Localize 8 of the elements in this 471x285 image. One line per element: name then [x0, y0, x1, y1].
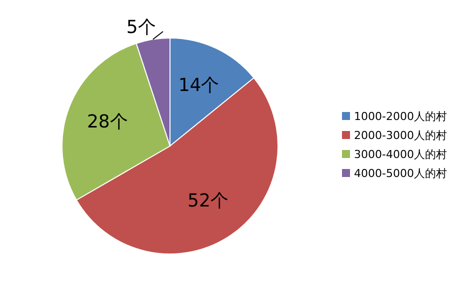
- legend-label: 4000-5000人的村: [354, 167, 447, 180]
- legend-label: 1000-2000人的村: [354, 110, 447, 123]
- legend-label: 2000-3000人的村: [354, 129, 447, 142]
- data-label: 5个: [126, 17, 156, 38]
- legend-label: 3000-4000人的村: [354, 148, 447, 161]
- data-label: 52个: [188, 190, 228, 212]
- data-label: 28个: [86, 112, 128, 133]
- data-label: 14个: [178, 75, 220, 96]
